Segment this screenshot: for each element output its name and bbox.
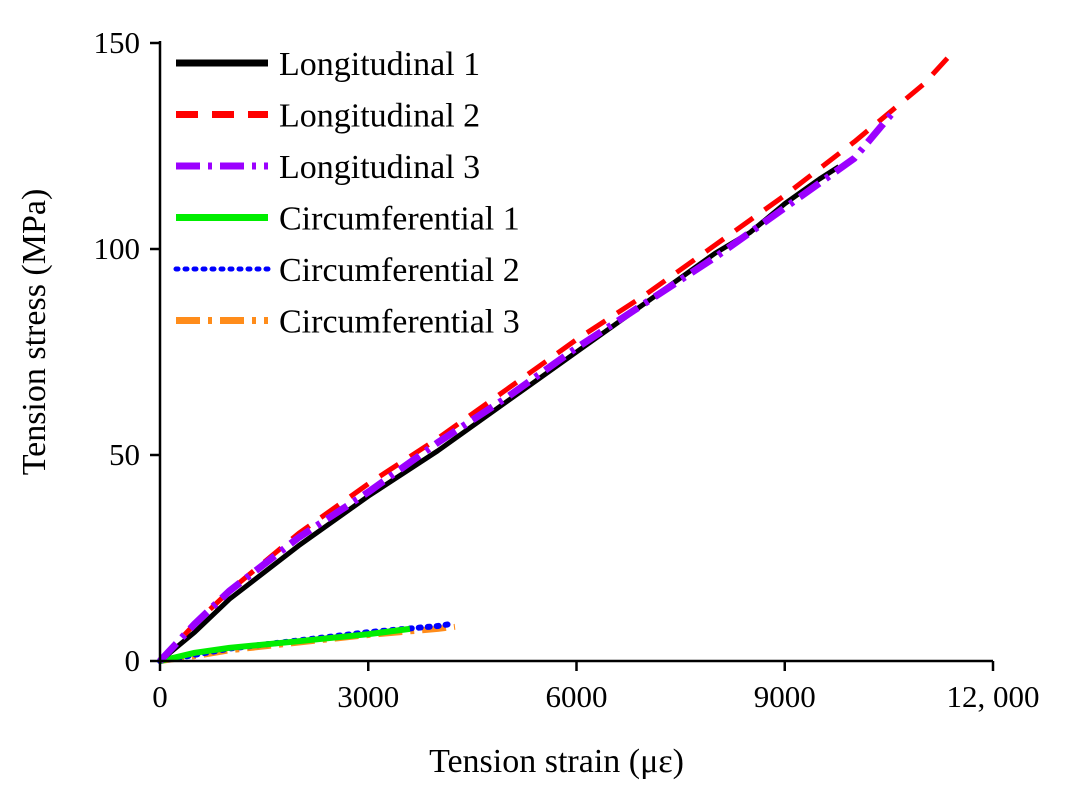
x-tick-label: 0 [152, 679, 168, 714]
x-tick-label: 12, 000 [947, 679, 1040, 714]
legend-label-6: Circumferential 3 [279, 304, 520, 341]
legend-label-3: Longitudinal 3 [279, 149, 480, 186]
x-tick-label: 6000 [546, 679, 608, 714]
y-tick-label: 0 [125, 643, 141, 678]
x-axis-title: Tension strain (με) [429, 743, 684, 780]
legend: Longitudinal 1 Longitudinal 2 Longitudinal… [173, 46, 520, 341]
legend-label-4: Circumferential 1 [279, 201, 520, 238]
legend-label-2: Longitudinal 2 [279, 98, 480, 135]
y-tick-label: 100 [94, 231, 141, 266]
legend-label-1: Longitudinal 1 [279, 46, 480, 83]
series-layer [157, 53, 952, 664]
ticks-layer: 0 3000 6000 9000 12, 000 0 50 100 150 [94, 25, 1040, 714]
y-tick-label: 150 [94, 25, 141, 60]
y-axis-title: Tension stress (MPa) [16, 189, 53, 476]
series-line-4 [159, 625, 411, 664]
series-line-2 [158, 53, 952, 663]
y-tick-label: 50 [109, 437, 140, 472]
legend-label-5: Circumferential 2 [279, 252, 520, 289]
series-line-3 [157, 106, 899, 664]
x-tick-label: 3000 [337, 679, 399, 714]
x-tick-label: 9000 [754, 679, 816, 714]
